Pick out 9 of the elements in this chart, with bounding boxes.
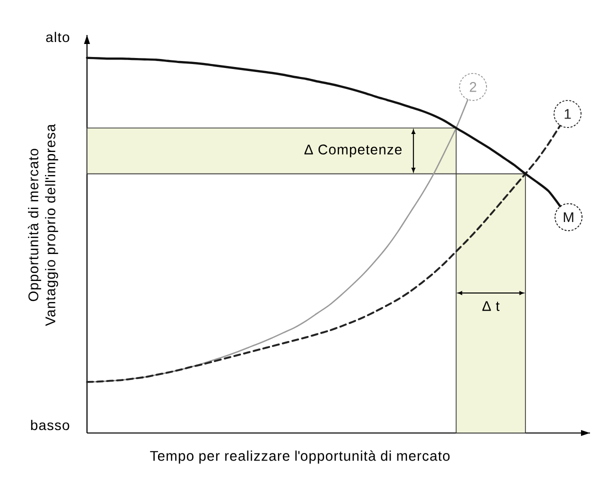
series-label: Δ t: [482, 301, 500, 311]
legend-label: M: [564, 212, 574, 222]
band-label: Δ Competenze: [304, 144, 402, 158]
legend-label: 1: [564, 109, 571, 119]
text: basso: [31, 420, 70, 430]
legend-label: 2: [470, 82, 476, 92]
x-axis-title: Tempo per realizzare l'opportunità di mercato: [150, 450, 450, 464]
y-axis-title: Opportunità di mercato Vantaggio proprio dell'impresa: [28, 124, 58, 326]
text: alto: [46, 32, 70, 42]
